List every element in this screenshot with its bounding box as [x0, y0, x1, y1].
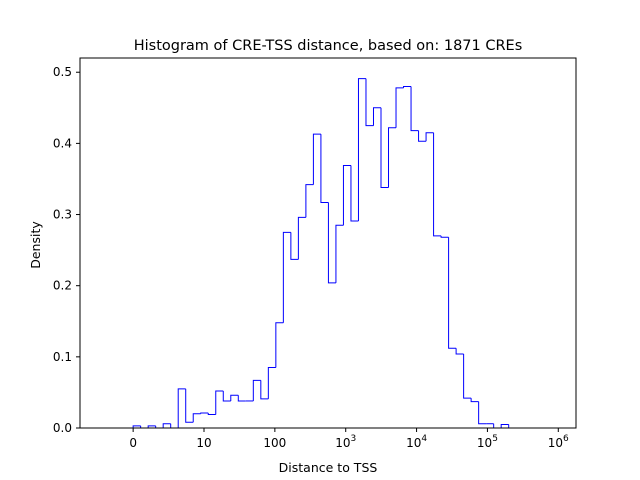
histogram-bar	[500, 423, 509, 428]
histogram-bar	[305, 184, 314, 218]
histogram-bar	[470, 398, 479, 403]
histogram-bar	[237, 395, 246, 402]
plot-layer	[132, 78, 510, 429]
histogram-bar	[410, 86, 419, 132]
histogram-bar	[177, 388, 186, 428]
histogram-bar	[372, 107, 382, 126]
x-tick-label: 100	[263, 436, 286, 450]
x-tick-exponent: 6	[563, 434, 569, 444]
y-axis-label: Density	[28, 221, 43, 269]
histogram-bar	[215, 390, 224, 415]
histogram-bar	[440, 235, 449, 238]
histogram-bar	[132, 425, 141, 428]
x-tick-exponent: 4	[421, 434, 427, 444]
histogram-bar	[275, 322, 284, 368]
histogram-bar	[207, 413, 216, 415]
histogram-bar	[478, 401, 487, 425]
histogram-bar	[200, 412, 209, 414]
histogram-bar	[433, 132, 442, 237]
histogram-bar	[290, 232, 299, 260]
histogram-bar	[388, 127, 397, 188]
y-tick-label: 0.0	[53, 421, 72, 435]
histogram-bar	[463, 354, 472, 399]
chart-title: Histogram of CRE-TSS distance, based on:…	[134, 38, 523, 54]
histogram-bar	[418, 130, 427, 142]
y-tick-label: 0.2	[53, 279, 72, 293]
histogram-bar	[357, 78, 366, 221]
y-tick-label: 0.3	[53, 208, 72, 222]
histogram-bar	[222, 391, 231, 402]
histogram-bar	[185, 388, 194, 423]
histogram-bar	[162, 423, 171, 428]
histogram-bar	[365, 78, 374, 127]
histogram-bar	[425, 132, 434, 142]
histogram-bar	[342, 164, 351, 226]
histogram-bar	[327, 202, 336, 284]
histogram-bar	[312, 133, 321, 185]
histogram-bar	[192, 413, 201, 423]
y-ticks: 0.0 0.1 0.2 0.3 0.4 0.5	[53, 65, 80, 435]
y-tick-label: 0.1	[53, 350, 72, 364]
axes-frame	[79, 57, 577, 429]
histogram-bar	[297, 216, 306, 260]
histogram-bar	[335, 224, 344, 283]
x-axis-label: Distance to TSS	[279, 460, 378, 475]
histogram-bar	[448, 237, 457, 349]
histogram-bar	[403, 85, 412, 88]
y-tick-label: 0.4	[53, 136, 72, 150]
histogram-bar	[252, 379, 261, 401]
histogram-bar	[350, 165, 359, 222]
x-tick-exponent: 5	[492, 434, 498, 444]
x-tick-label: 10	[196, 436, 211, 450]
y-tick-label: 0.5	[53, 65, 72, 79]
x-ticks: 0 10 100 103 104 105 106	[129, 428, 569, 450]
histogram-bar	[320, 134, 329, 203]
histogram-bar	[282, 231, 291, 323]
x-tick-label: 0	[129, 436, 137, 450]
histogram-bar	[267, 367, 276, 399]
histogram-bar	[455, 348, 464, 355]
histogram-bar	[147, 425, 156, 428]
x-tick-exponent: 3	[350, 434, 356, 444]
histogram-bar	[230, 394, 239, 401]
histogram-bar	[380, 107, 389, 188]
histogram-bar	[260, 380, 269, 400]
histogram-bar	[395, 87, 404, 128]
